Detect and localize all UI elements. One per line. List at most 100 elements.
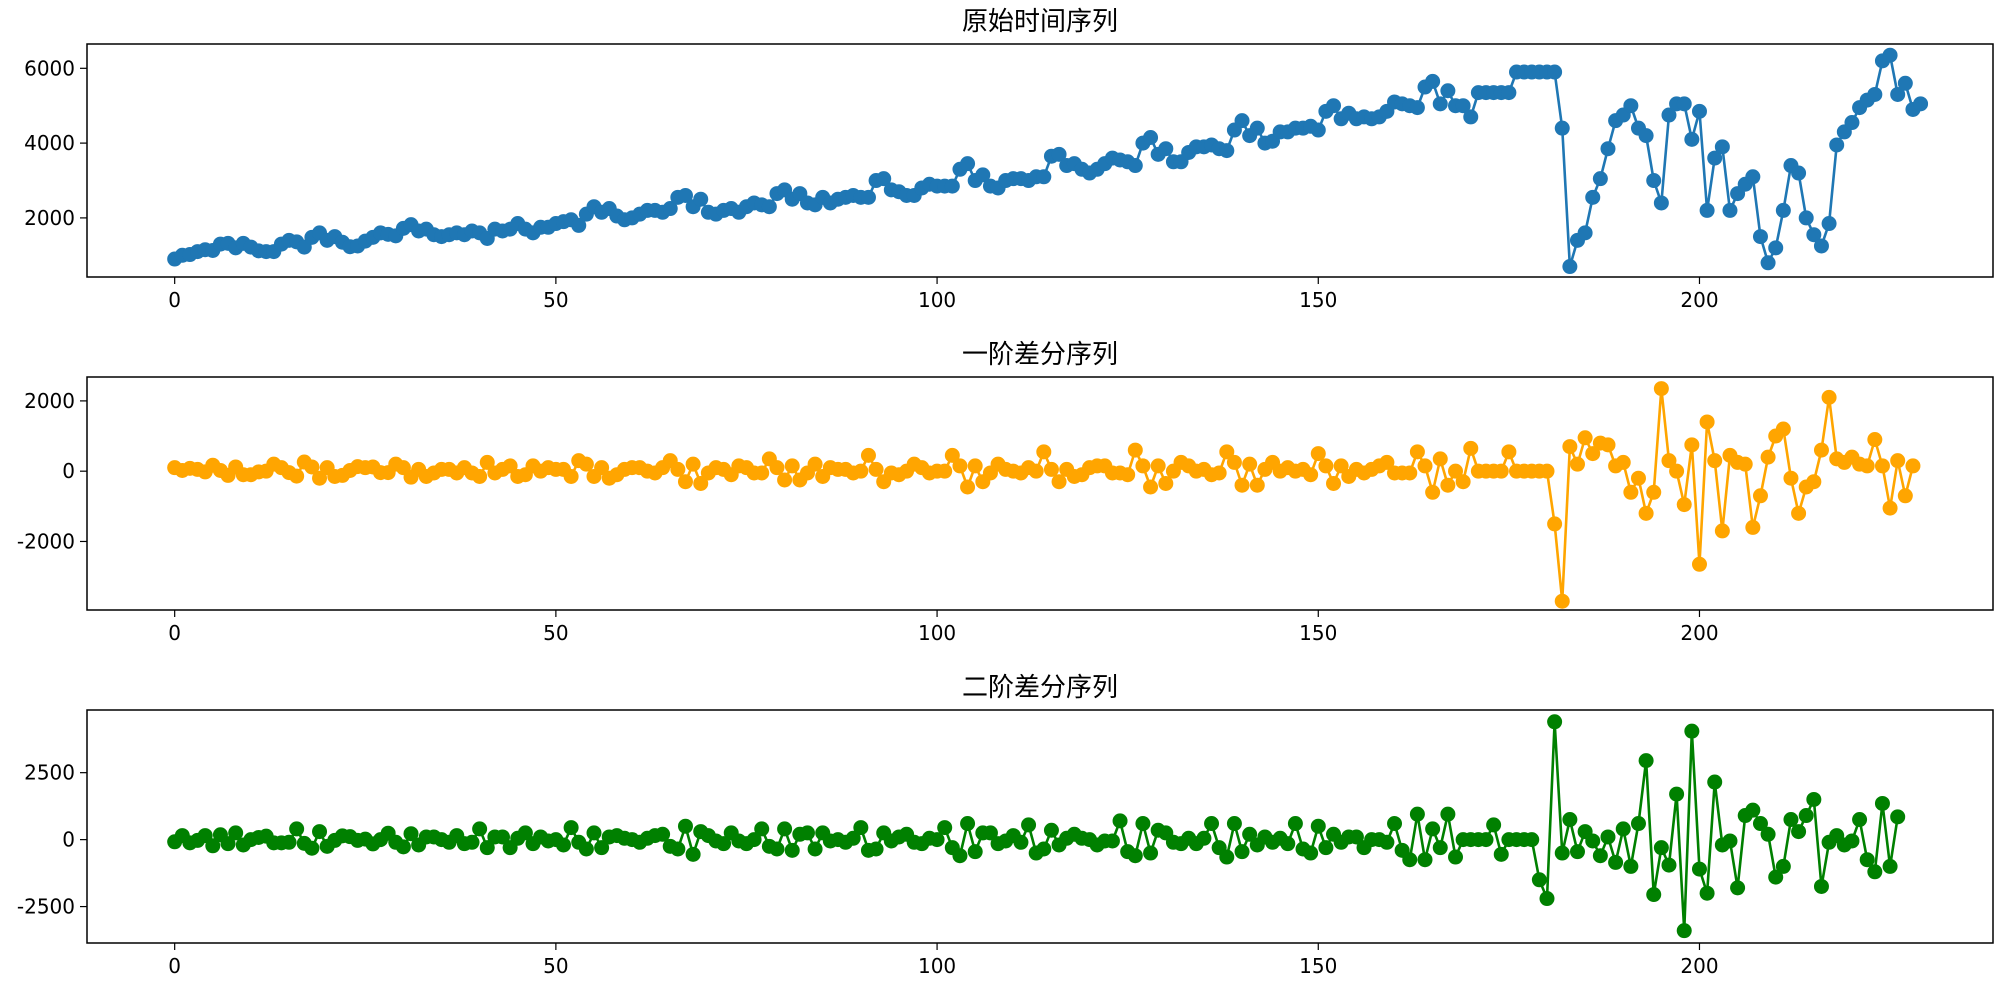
data-point	[1280, 836, 1296, 852]
data-point	[1021, 817, 1037, 833]
data-point	[1310, 818, 1326, 834]
data-point	[952, 458, 968, 474]
subplot-title: 一阶差分序列	[962, 340, 1118, 370]
data-point	[677, 818, 693, 834]
data-series	[167, 381, 1921, 609]
data-point	[1646, 173, 1662, 189]
data-point	[1554, 845, 1570, 861]
data-point	[281, 834, 297, 850]
data-point	[1608, 854, 1624, 870]
data-point	[1821, 389, 1837, 405]
data-point	[1813, 238, 1829, 254]
data-point	[1127, 848, 1143, 864]
data-point	[1303, 845, 1319, 861]
data-point	[1585, 833, 1601, 849]
data-point	[1669, 786, 1685, 802]
data-point	[1882, 858, 1898, 874]
data-point	[1547, 714, 1563, 730]
data-point	[1882, 500, 1898, 516]
x-tick-label: 200	[1680, 621, 1718, 645]
data-point	[1036, 169, 1052, 185]
data-point	[312, 470, 328, 486]
data-point	[1638, 128, 1654, 144]
y-axis: -2500 0 2500	[17, 761, 87, 919]
data-point	[1745, 519, 1761, 535]
data-point	[1493, 846, 1509, 862]
data-point	[1890, 86, 1906, 102]
data-point	[807, 456, 823, 472]
data-point	[960, 816, 976, 832]
data-point	[1249, 120, 1265, 136]
data-point	[1150, 458, 1166, 474]
data-point	[228, 825, 244, 841]
data-point	[1547, 516, 1563, 532]
data-point	[1463, 109, 1479, 125]
data-point	[1242, 826, 1258, 842]
data-point	[1425, 484, 1441, 500]
data-point	[517, 825, 533, 841]
data-point	[1882, 47, 1898, 63]
data-point	[944, 447, 960, 463]
data-point	[1249, 477, 1265, 493]
data-point	[784, 842, 800, 858]
data-point	[1562, 812, 1578, 828]
data-point	[1867, 432, 1883, 448]
data-point	[289, 821, 305, 837]
data-point	[1653, 381, 1669, 397]
data-point	[1387, 816, 1403, 832]
data-series	[167, 47, 1929, 275]
data-point	[1783, 812, 1799, 828]
data-point	[853, 820, 869, 836]
data-point	[403, 826, 419, 842]
data-point	[769, 841, 785, 857]
data-point	[1432, 96, 1448, 112]
data-point	[1127, 442, 1143, 458]
data-point	[1821, 216, 1837, 232]
data-point	[1425, 73, 1441, 89]
data-point	[1890, 809, 1906, 825]
data-point	[1409, 100, 1425, 116]
data-point	[662, 201, 678, 217]
data-point	[777, 472, 793, 488]
data-point	[1562, 259, 1578, 275]
data-point	[1661, 107, 1677, 123]
data-point	[1768, 240, 1784, 256]
x-tick-label: 100	[918, 954, 956, 978]
data-point	[220, 836, 236, 852]
data-point	[1630, 470, 1646, 486]
data-point	[1691, 861, 1707, 877]
data-point	[1569, 456, 1585, 472]
data-point	[967, 458, 983, 474]
data-point	[1737, 456, 1753, 472]
data-point	[1127, 158, 1143, 174]
data-point	[1684, 131, 1700, 147]
data-point	[960, 156, 976, 172]
data-point	[1600, 437, 1616, 453]
data-point	[716, 836, 732, 852]
data-point	[1486, 817, 1502, 833]
data-point	[1798, 210, 1814, 226]
data-point	[571, 217, 587, 233]
data-point	[1448, 463, 1464, 479]
data-point	[975, 167, 991, 183]
x-tick-label: 50	[543, 954, 568, 978]
x-tick-label: 0	[168, 288, 181, 312]
data-point	[1379, 834, 1395, 850]
data-point	[1539, 463, 1555, 479]
data-point	[677, 474, 693, 490]
data-point	[1417, 458, 1433, 474]
data-point	[1615, 454, 1631, 470]
data-point	[1219, 849, 1235, 865]
data-point	[693, 191, 709, 207]
data-point	[1676, 497, 1692, 513]
data-point	[1646, 887, 1662, 903]
data-point	[1707, 453, 1723, 469]
data-point	[1699, 202, 1715, 218]
data-point	[1897, 488, 1913, 504]
data-point	[807, 841, 823, 857]
data-point	[1707, 774, 1723, 790]
data-point	[777, 821, 793, 837]
data-point	[594, 460, 610, 476]
data-point	[594, 840, 610, 856]
data-point	[1196, 830, 1212, 846]
